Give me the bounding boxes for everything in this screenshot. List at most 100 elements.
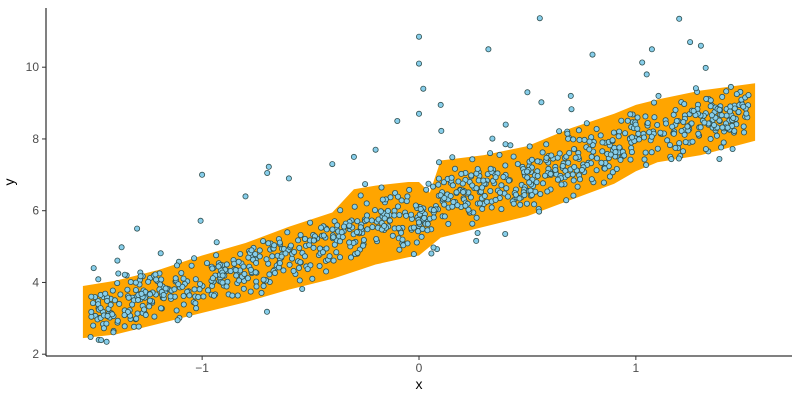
outlier-point	[502, 121, 509, 128]
data-point	[146, 303, 153, 310]
data-point	[104, 312, 111, 319]
data-point	[237, 250, 244, 257]
data-point	[609, 137, 616, 144]
data-point	[248, 247, 255, 254]
data-point	[616, 144, 623, 151]
data-point	[247, 288, 254, 295]
data-point	[419, 225, 426, 232]
data-point	[676, 140, 683, 147]
data-point	[548, 152, 555, 159]
data-point	[492, 196, 499, 203]
data-point	[323, 226, 330, 233]
data-point	[516, 195, 523, 202]
data-point	[624, 117, 631, 124]
data-point	[413, 239, 420, 246]
outlier-point	[437, 101, 444, 108]
data-point	[716, 117, 723, 124]
outlier-point	[372, 146, 379, 153]
data-point	[564, 172, 571, 179]
data-point	[269, 253, 276, 260]
data-point	[521, 192, 528, 199]
data-point	[138, 290, 145, 297]
data-point	[428, 250, 435, 257]
data-point	[681, 131, 688, 138]
data-point	[568, 106, 575, 113]
data-point	[369, 224, 376, 231]
data-point	[564, 130, 571, 137]
data-point	[684, 123, 691, 130]
data-point	[271, 242, 278, 249]
data-point	[188, 262, 195, 269]
data-point	[333, 249, 340, 256]
data-point	[716, 106, 723, 113]
data-point	[435, 175, 442, 182]
data-point	[673, 118, 680, 125]
data-point	[558, 181, 565, 188]
data-point	[209, 275, 216, 282]
data-point	[213, 239, 220, 246]
data-point	[740, 123, 747, 130]
y-tick-label: 4	[32, 275, 39, 289]
data-point	[540, 180, 547, 187]
data-point	[152, 271, 159, 278]
data-point	[172, 275, 179, 282]
data-point	[505, 177, 512, 184]
data-point	[363, 200, 370, 207]
data-point	[598, 159, 605, 166]
outlier-point	[242, 193, 249, 200]
data-point	[450, 198, 457, 205]
data-point	[109, 287, 116, 294]
data-point	[175, 281, 182, 288]
data-point	[351, 203, 358, 210]
data-point	[594, 155, 601, 162]
data-point	[570, 192, 577, 199]
data-point	[158, 276, 165, 283]
data-point	[468, 172, 475, 179]
data-point	[103, 320, 110, 327]
data-point	[507, 142, 514, 149]
data-point	[718, 144, 725, 151]
data-point	[263, 308, 270, 315]
data-point	[133, 315, 140, 322]
data-point	[498, 182, 505, 189]
data-point	[735, 109, 742, 116]
data-point	[266, 271, 273, 278]
data-point	[430, 214, 437, 221]
data-point	[219, 272, 226, 279]
data-point	[362, 181, 369, 188]
data-point	[651, 99, 658, 106]
data-point	[160, 291, 167, 298]
data-point	[727, 103, 734, 110]
y-axis-title: y	[1, 179, 17, 186]
data-point	[678, 127, 685, 134]
data-point	[146, 291, 153, 298]
data-point	[438, 127, 445, 134]
data-point	[233, 272, 240, 279]
data-point	[240, 263, 247, 270]
data-point	[524, 168, 531, 175]
data-point	[336, 238, 343, 245]
data-point	[157, 281, 164, 288]
data-point	[514, 160, 521, 167]
x-axis-ticks: −1 0 1	[195, 356, 640, 375]
outlier-point	[687, 39, 694, 46]
data-point	[731, 127, 738, 134]
data-point	[483, 198, 490, 205]
data-point	[196, 286, 203, 293]
data-point	[284, 229, 291, 236]
data-point	[391, 212, 398, 219]
data-point	[424, 227, 431, 234]
data-point	[146, 297, 153, 304]
data-point	[384, 207, 391, 214]
data-point	[162, 285, 169, 292]
data-point	[575, 127, 582, 134]
data-point	[102, 290, 109, 297]
outlier-point	[415, 33, 422, 40]
data-point	[145, 278, 152, 285]
data-point	[655, 92, 662, 99]
x-axis-title: x	[416, 376, 423, 392]
data-point	[403, 212, 410, 219]
data-point	[498, 206, 505, 213]
data-point	[473, 237, 480, 244]
data-point	[421, 214, 428, 221]
